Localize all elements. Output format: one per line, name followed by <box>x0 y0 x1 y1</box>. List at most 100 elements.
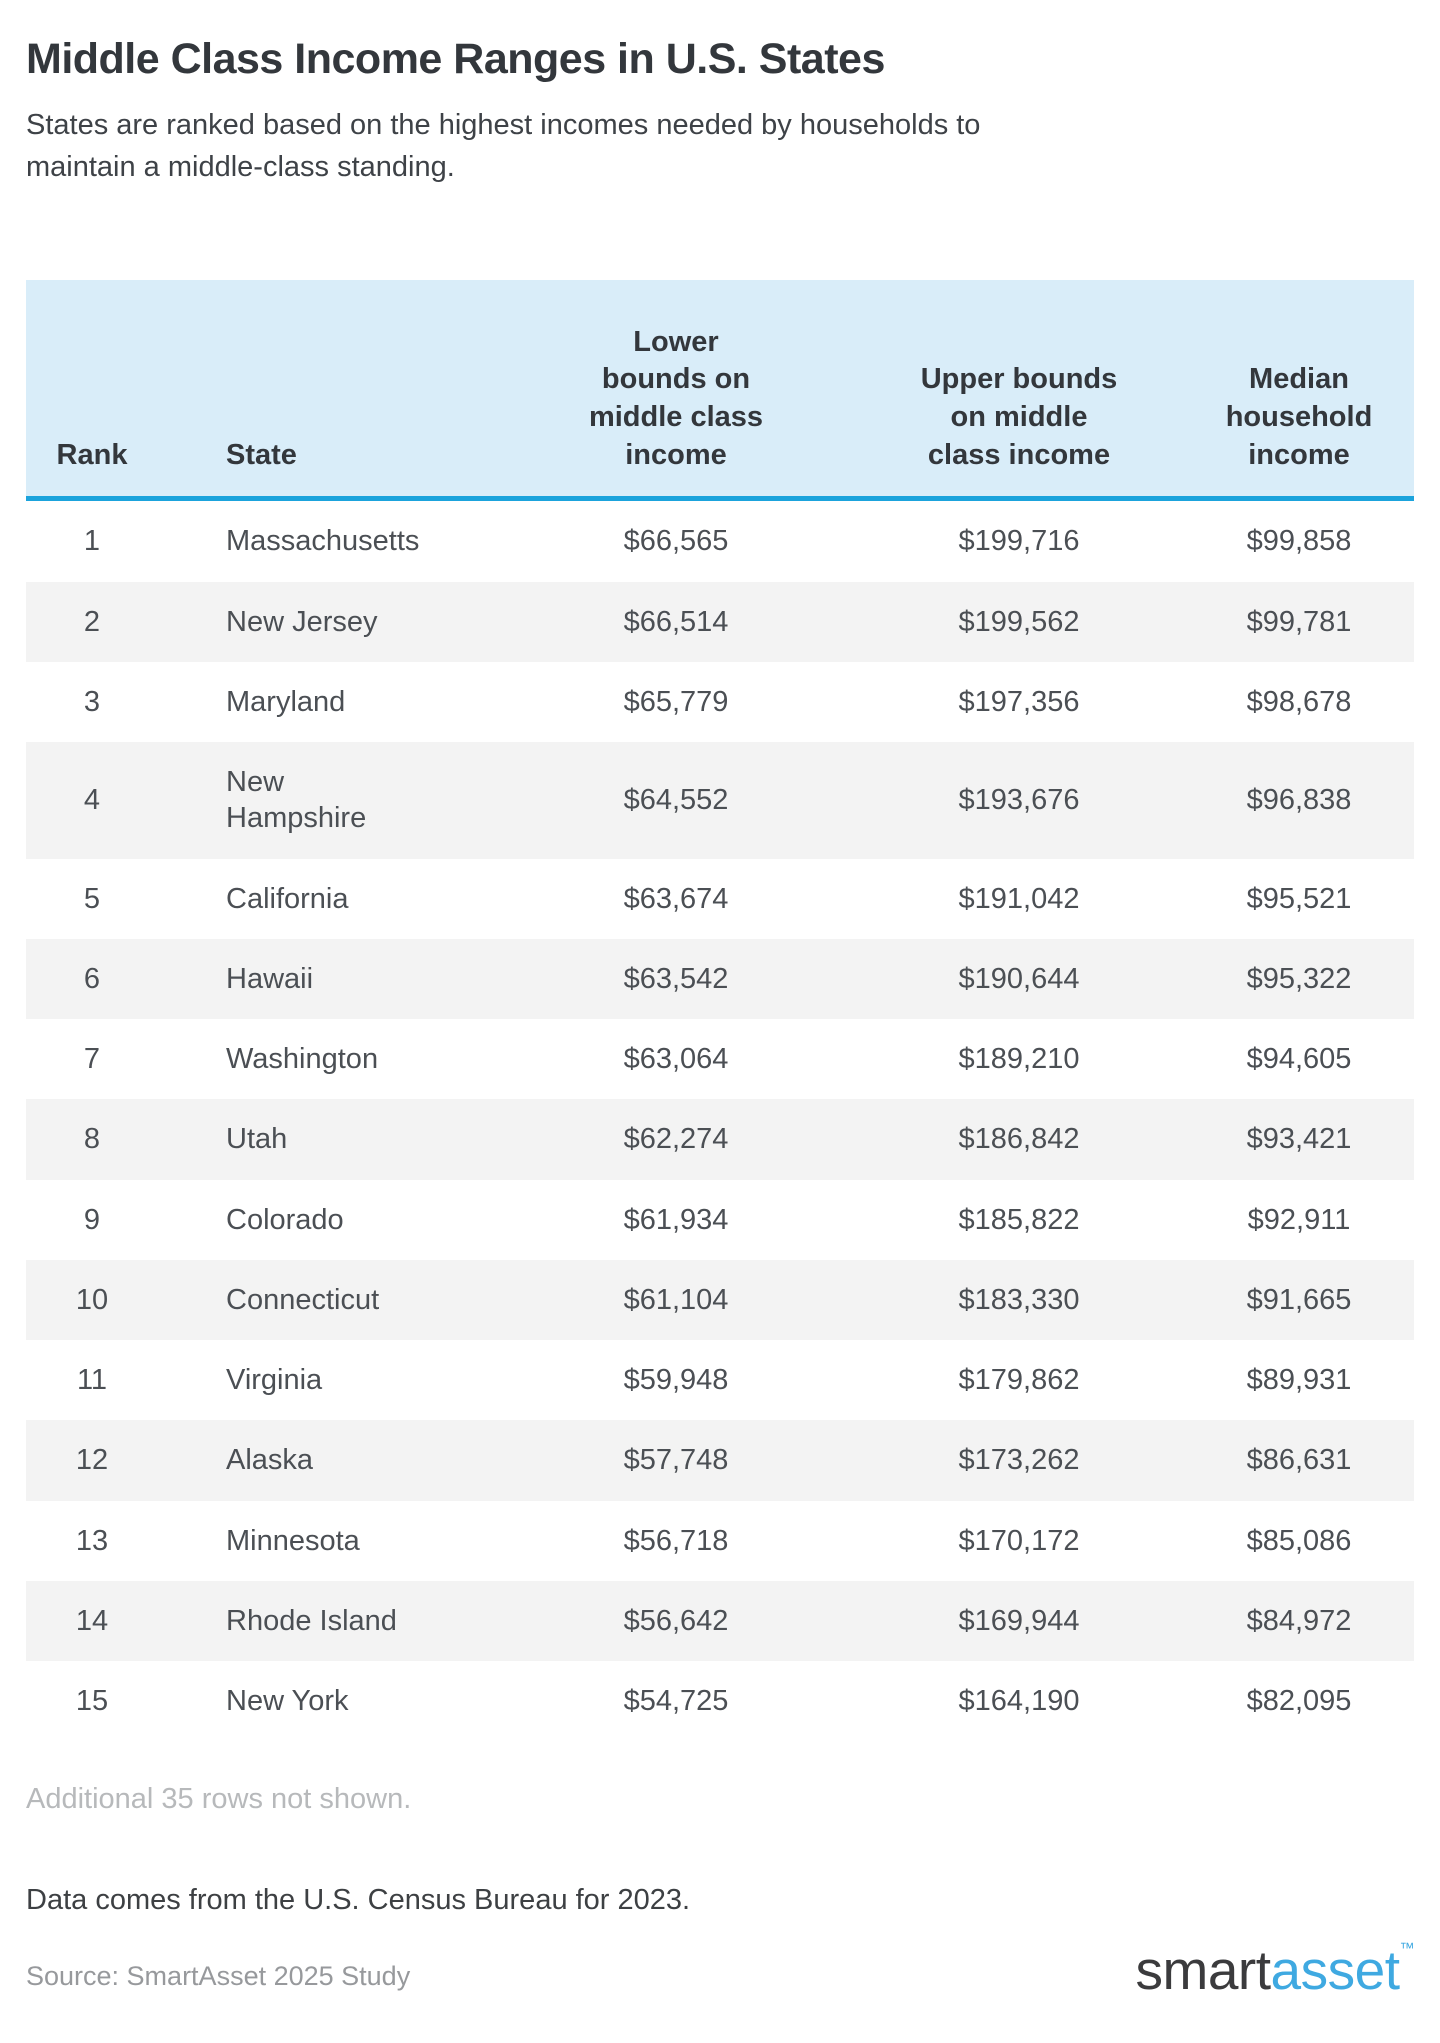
table-row: 6 Hawaii $63,542 $190,644 $95,322 <box>26 938 1414 1020</box>
cell-upper: $191,042 <box>958 882 1080 915</box>
cell-median: $85,086 <box>1246 1524 1352 1557</box>
cell-upper: $197,356 <box>958 685 1080 718</box>
cell-state: Virginia <box>226 1364 323 1397</box>
cell-state: Maryland <box>226 685 346 718</box>
cell-state: New Hampshire <box>226 766 367 835</box>
cell-rank: 2 <box>83 605 101 638</box>
cell-state: Colorado <box>226 1203 344 1236</box>
cell-state: California <box>226 882 349 915</box>
cell-upper: $170,172 <box>958 1524 1080 1557</box>
cell-lower: $63,542 <box>623 962 729 995</box>
cell-upper: $164,190 <box>958 1685 1080 1718</box>
column-header-upper: Upper bounds on middle class income <box>854 279 1184 502</box>
cell-lower: $54,725 <box>623 1685 729 1718</box>
table-row: 11 Virginia $59,948 $179,862 $89,931 <box>26 1340 1414 1420</box>
column-header-rank: Rank <box>26 279 158 502</box>
cell-state: Alaska <box>226 1444 314 1477</box>
cell-rank: 12 <box>75 1444 109 1477</box>
cell-state: Washington <box>226 1043 379 1076</box>
table-row: 10 Connecticut $61,104 $183,330 $91,665 <box>26 1259 1414 1341</box>
cell-median: $89,931 <box>1246 1364 1352 1397</box>
footer-row: Source: SmartAsset 2025 Study smartasset… <box>26 1940 1415 1998</box>
cell-lower: $61,934 <box>623 1203 729 1236</box>
income-table: Rank State Lower bounds on middle class in… <box>26 279 1414 1742</box>
table-row: 14 Rhode Island $56,642 $169,944 $84,972 <box>26 1580 1414 1662</box>
cell-rank: 10 <box>75 1283 109 1316</box>
table-row: 13 Minnesota $56,718 $170,172 $85,086 <box>26 1501 1414 1581</box>
cell-median: $99,781 <box>1246 605 1352 638</box>
column-header-lower: Lower bounds on middle class income <box>498 279 854 502</box>
page-title: Middle Class Income Ranges in U.S. State… <box>26 35 885 83</box>
logo-trademark-icon: ™ <box>1399 1940 1415 1958</box>
cell-upper: $199,562 <box>958 605 1080 638</box>
cell-median: $92,911 <box>1247 1203 1351 1236</box>
cell-median: $93,421 <box>1246 1123 1352 1156</box>
cell-lower: $57,748 <box>623 1444 729 1477</box>
cell-median: $91,665 <box>1246 1283 1352 1316</box>
cell-lower: $66,565 <box>623 525 729 558</box>
cell-upper: $169,944 <box>958 1604 1080 1637</box>
cell-state: New Jersey <box>226 605 378 638</box>
cell-upper: $186,842 <box>958 1123 1080 1156</box>
cell-lower: $62,274 <box>623 1123 729 1156</box>
cell-median: $82,095 <box>1246 1685 1352 1718</box>
cell-lower: $56,642 <box>623 1604 729 1637</box>
data-source-note: Data comes from the U.S. Census Bureau f… <box>26 1884 691 1917</box>
cell-upper: $173,262 <box>958 1444 1080 1477</box>
cell-lower: $61,104 <box>623 1283 729 1316</box>
smartasset-logo: smartasset™ <box>1136 1940 1415 1998</box>
cell-lower: $64,552 <box>623 784 729 817</box>
cell-upper: $199,716 <box>958 525 1080 558</box>
cell-lower: $56,718 <box>623 1524 729 1557</box>
cell-upper: $183,330 <box>958 1283 1080 1316</box>
table-row: 7 Washington $63,064 $189,210 $94,605 <box>26 1019 1414 1099</box>
cell-median: $94,605 <box>1246 1043 1352 1076</box>
additional-rows-note: Additional 35 rows not shown. <box>26 1783 412 1816</box>
table-row: 3 Maryland $65,779 $197,356 $98,678 <box>26 662 1414 742</box>
table-header-row: Rank State Lower bounds on middle class in… <box>26 279 1414 502</box>
cell-median: $98,678 <box>1246 685 1352 718</box>
source-credit: Source: SmartAsset 2025 Study <box>26 1961 411 1992</box>
cell-rank: 8 <box>83 1123 101 1156</box>
cell-median: $96,838 <box>1246 784 1352 817</box>
cell-lower: $59,948 <box>623 1364 729 1397</box>
cell-upper: $190,644 <box>958 962 1080 995</box>
cell-state: New York <box>226 1685 349 1718</box>
table-header: Rank State Lower bounds on middle class in… <box>26 279 1414 502</box>
cell-median: $99,858 <box>1246 525 1352 558</box>
cell-lower: $63,674 <box>623 882 729 915</box>
cell-rank: 4 <box>83 784 101 817</box>
cell-median: $86,631 <box>1246 1444 1352 1477</box>
cell-rank: 9 <box>83 1203 101 1236</box>
cell-rank: 11 <box>76 1364 108 1397</box>
cell-state: Connecticut <box>226 1283 380 1316</box>
page-subtitle: States are ranked based on the highest i… <box>26 108 981 183</box>
cell-median: $84,972 <box>1246 1604 1352 1637</box>
table-row: 12 Alaska $57,748 $173,262 $86,631 <box>26 1420 1414 1501</box>
cell-state: Hawaii <box>226 962 314 995</box>
cell-median: $95,521 <box>1246 882 1352 915</box>
cell-rank: 13 <box>75 1524 109 1557</box>
table-row: 2 New Jersey $66,514 $199,562 $99,781 <box>26 581 1414 662</box>
cell-upper: $179,862 <box>958 1364 1080 1397</box>
table-body: 1 Massachusetts $66,565 $199,716 $99,858 2 New… <box>26 499 1414 1742</box>
cell-upper: $189,210 <box>958 1043 1080 1076</box>
cell-upper: $185,822 <box>958 1203 1080 1236</box>
cell-rank: 3 <box>83 685 101 718</box>
cell-rank: 7 <box>83 1043 101 1076</box>
cell-state: Utah <box>226 1123 288 1156</box>
table-row: 5 California $63,674 $191,042 $95,521 <box>26 859 1414 939</box>
table-row: 4 New Hampshire $64,552 $193,676 $96,838 <box>26 742 1414 859</box>
logo-asset-text: asset <box>1270 1939 1400 2002</box>
table-row: 8 Utah $62,274 $186,842 $93,421 <box>26 1099 1414 1180</box>
table-row: 1 Massachusetts $66,565 $199,716 $99,858 <box>26 499 1414 582</box>
column-header-median: Median household income <box>1184 279 1414 502</box>
cell-rank: 14 <box>75 1604 109 1637</box>
cell-state: Rhode Island <box>226 1604 397 1637</box>
cell-upper: $193,676 <box>958 784 1080 817</box>
cell-state: Massachusetts <box>226 525 420 558</box>
cell-lower: $63,064 <box>623 1043 729 1076</box>
logo-smart-text: smart <box>1135 1939 1272 2002</box>
table-row: 9 Colorado $61,934 $185,822 $92,911 <box>26 1180 1414 1260</box>
